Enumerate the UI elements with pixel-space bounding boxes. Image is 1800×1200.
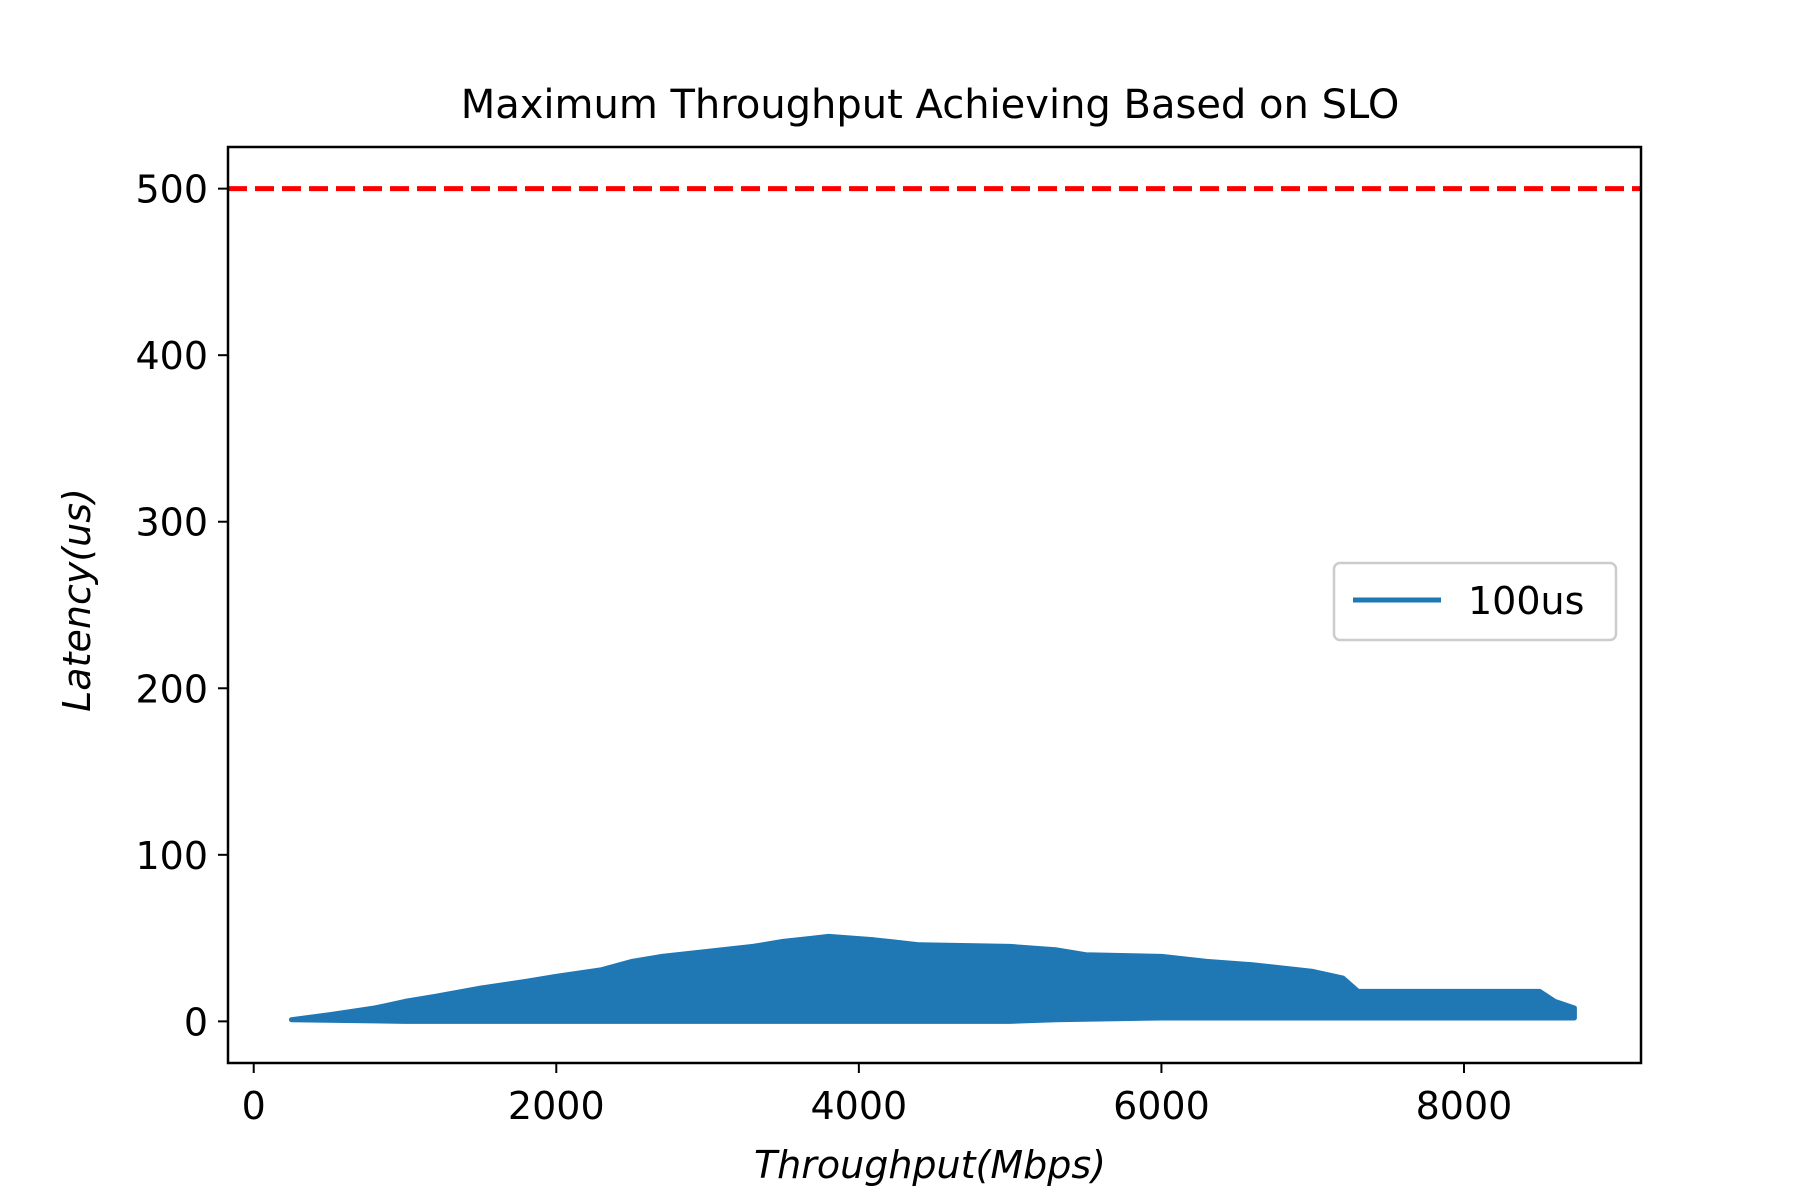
x-tick-label: 2000 bbox=[508, 1084, 605, 1128]
x-axis-title: Throughput(Mbps) bbox=[754, 1143, 1106, 1187]
legend-label-100us: 100us bbox=[1468, 579, 1584, 623]
y-tick-label: 200 bbox=[135, 667, 208, 711]
x-axis: 0 2000 4000 6000 8000 bbox=[242, 1063, 1513, 1128]
x-tick-label: 6000 bbox=[1113, 1084, 1210, 1128]
chart-title: Maximum Throughput Achieving Based on SL… bbox=[461, 82, 1400, 128]
x-tick-label: 8000 bbox=[1416, 1084, 1513, 1128]
x-tick-label: 4000 bbox=[810, 1084, 907, 1128]
series-area-100us bbox=[289, 933, 1577, 1024]
y-axis: 0 100 200 300 400 500 bbox=[135, 168, 228, 1044]
y-axis-title: Latency(us) bbox=[55, 488, 99, 712]
x-tick-label: 0 bbox=[242, 1084, 266, 1128]
y-tick-label: 0 bbox=[184, 1000, 208, 1044]
y-tick-label: 100 bbox=[135, 834, 208, 878]
plot-frame bbox=[226, 145, 1643, 1065]
y-tick-label: 500 bbox=[135, 168, 208, 212]
y-tick-label: 400 bbox=[135, 334, 208, 378]
legend: 100us bbox=[1332, 561, 1618, 642]
plot-area bbox=[228, 186, 1641, 1024]
legend-box bbox=[1332, 561, 1618, 642]
y-tick-label: 300 bbox=[135, 501, 208, 545]
